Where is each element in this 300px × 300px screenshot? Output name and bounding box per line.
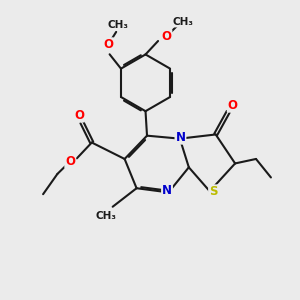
Text: N: N bbox=[162, 184, 172, 197]
Text: O: O bbox=[65, 155, 75, 168]
Text: CH₃: CH₃ bbox=[107, 20, 128, 30]
Text: O: O bbox=[161, 30, 171, 43]
Text: O: O bbox=[228, 99, 238, 112]
Text: N: N bbox=[176, 131, 185, 144]
Text: S: S bbox=[209, 185, 218, 198]
Text: O: O bbox=[74, 109, 84, 122]
Text: CH₃: CH₃ bbox=[172, 16, 193, 27]
Text: CH₃: CH₃ bbox=[96, 211, 117, 221]
Text: O: O bbox=[103, 38, 113, 51]
